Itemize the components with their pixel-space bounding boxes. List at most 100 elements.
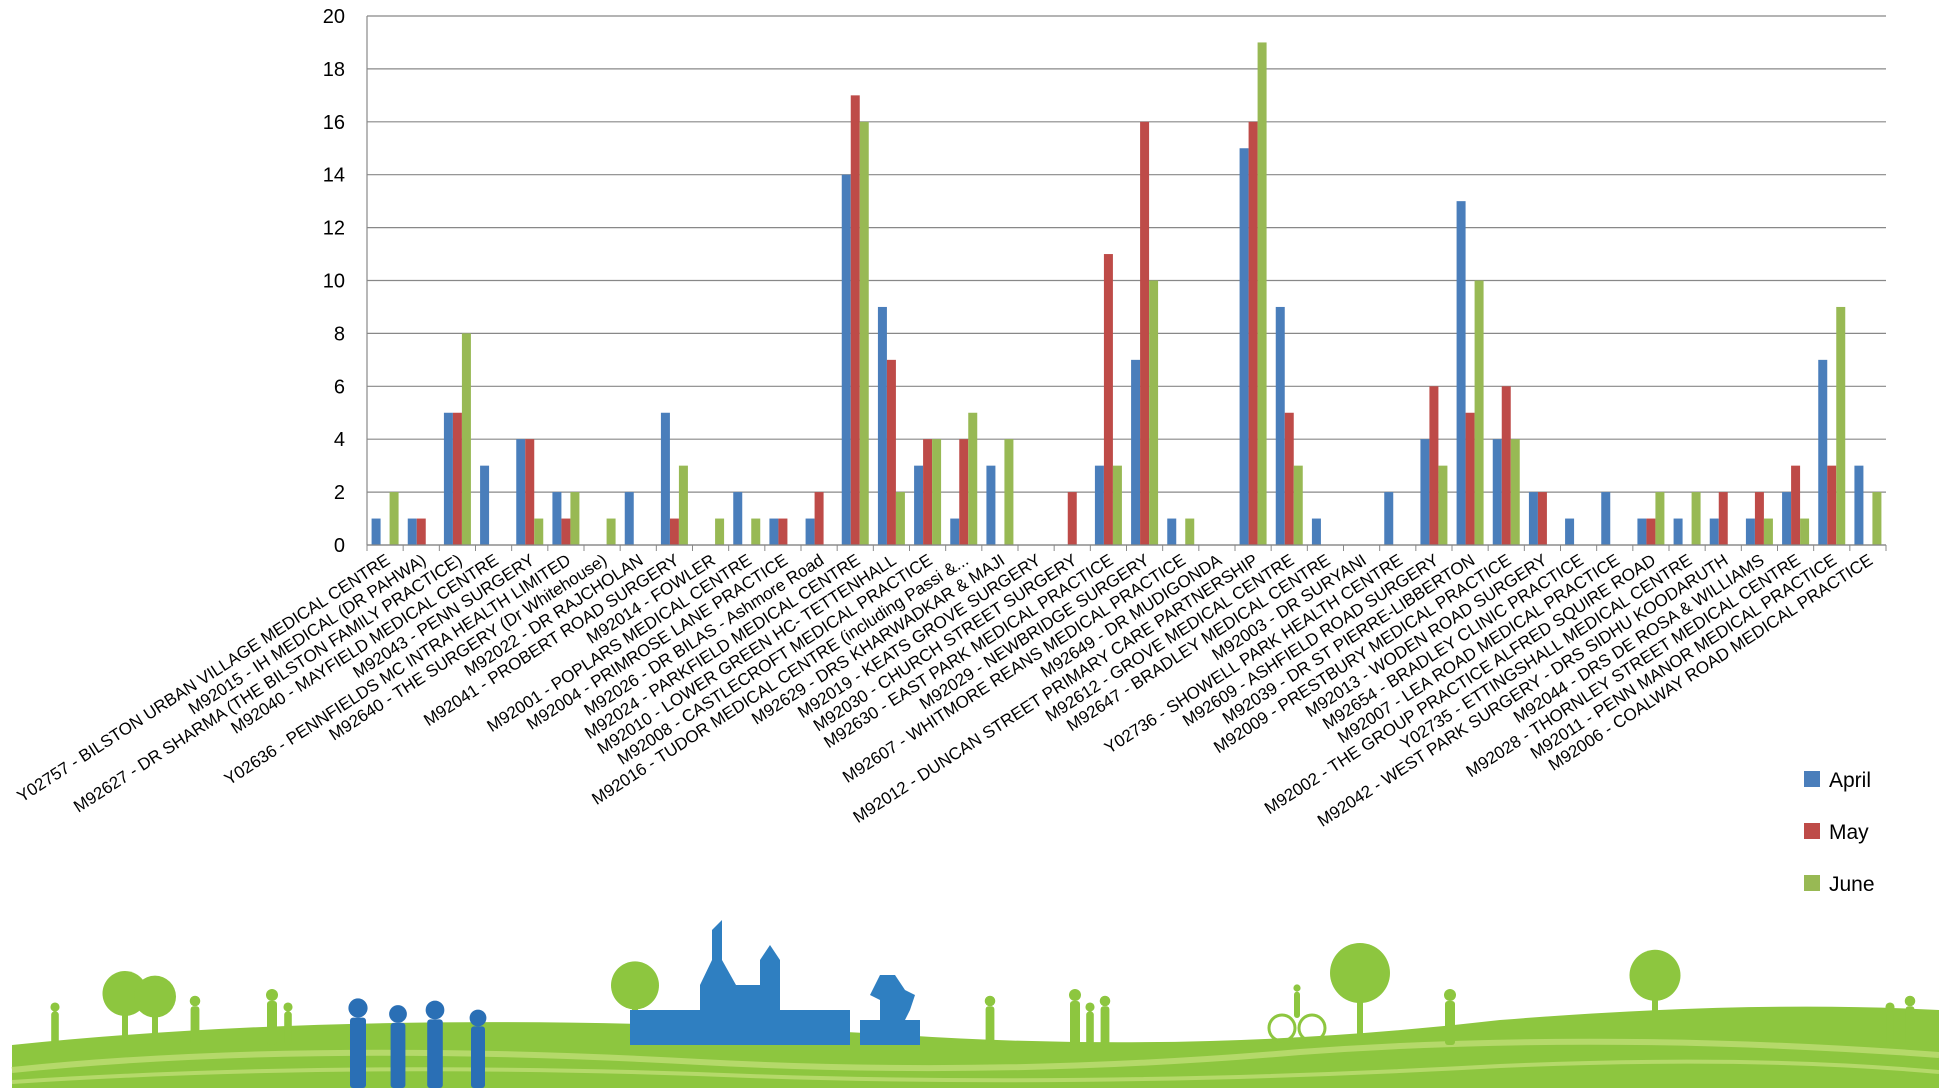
person-body (190, 1006, 200, 1045)
bar-april (1565, 518, 1575, 545)
bar-june (389, 492, 399, 545)
bar-april (1673, 518, 1683, 545)
cathedral-icon (630, 920, 850, 1045)
legend-swatch-april (1804, 771, 1820, 787)
bar-april (841, 174, 851, 545)
bar-april (1745, 518, 1755, 545)
y-axis: 0 2 4 6 8 10 12 14 16 18 20 (323, 6, 368, 557)
tree-icon (1629, 949, 1681, 1001)
bar-may (1718, 492, 1728, 545)
legend-swatch-may (1804, 823, 1820, 839)
y-tick-label: 18 (323, 59, 345, 81)
y-tick-label: 2 (334, 482, 345, 504)
person-icon (1085, 1002, 1095, 1012)
bar-june (606, 518, 616, 545)
bicycle-wheel-icon (1297, 1013, 1327, 1043)
bar-april (1601, 492, 1611, 545)
bar-june (1510, 439, 1520, 545)
person-body (390, 1022, 406, 1088)
bar-may (1791, 465, 1801, 545)
person-body (1086, 1011, 1094, 1045)
x-tick-label: Y02757 - BILSTON URBAN VILLAGE MEDICAL C… (14, 550, 394, 806)
landscape-banner (11, 920, 1939, 1088)
y-tick-label: 4 (334, 429, 345, 451)
grass-stripe (11, 1059, 1939, 1084)
bar-may (1465, 412, 1475, 545)
bar-may (1501, 386, 1511, 545)
bar-april (914, 465, 924, 545)
bar-may (1140, 121, 1150, 546)
bar-april (1818, 359, 1828, 545)
bar-april (1311, 518, 1321, 545)
bar-april (1239, 148, 1249, 545)
bar-may (778, 518, 788, 545)
bicycle-wheel-icon (1267, 1013, 1297, 1043)
statue-icon (860, 975, 920, 1045)
gridlines (367, 15, 1886, 546)
bar-may (1284, 412, 1294, 545)
bar-april (624, 492, 634, 545)
bar-april (1275, 306, 1285, 545)
y-tick-label: 8 (334, 323, 345, 345)
bars (371, 42, 1882, 546)
person-icon (1885, 1002, 1895, 1012)
bar-april (877, 306, 887, 545)
bar-april (1854, 465, 1864, 545)
legend-label-april: April (1829, 769, 1871, 792)
y-tick-label: 6 (334, 376, 345, 398)
person-body (1886, 1011, 1894, 1045)
tree-trunk (152, 1012, 158, 1040)
bar-june (1149, 280, 1159, 545)
bar-may (923, 439, 933, 545)
bar-june (534, 518, 544, 545)
bar-april (1167, 518, 1177, 545)
bar-april (950, 518, 960, 545)
person-body (985, 1006, 995, 1045)
legend: April May June (1804, 769, 1875, 896)
bar-june (895, 492, 905, 545)
bar-may (1103, 254, 1113, 546)
tree-icon (611, 961, 659, 1010)
bar-may (850, 95, 860, 545)
bar-april (1528, 492, 1538, 545)
bar-april (443, 412, 453, 545)
bar-may (1067, 492, 1077, 545)
person-icon (348, 998, 368, 1018)
bar-may (1248, 121, 1258, 546)
bar-april (769, 518, 779, 545)
bar-may (525, 439, 535, 545)
bar-june (1293, 465, 1303, 545)
bar-april (371, 518, 381, 545)
person-body (51, 1011, 59, 1045)
person-icon (50, 1002, 60, 1012)
bar-may (814, 492, 824, 545)
bar-june (1257, 42, 1267, 545)
bar-june (715, 518, 725, 545)
tree-trunk (122, 1010, 128, 1040)
bar-june (1655, 492, 1665, 545)
bar-april (1456, 201, 1466, 545)
bar-april (552, 492, 562, 545)
bar-april (660, 412, 670, 545)
person-body (1100, 1006, 1110, 1045)
bar-june (1763, 518, 1773, 545)
grass-stripe (11, 1038, 1939, 1073)
person-icon (283, 1002, 293, 1012)
person-icon (266, 989, 278, 1001)
y-tick-label: 14 (323, 165, 345, 187)
bar-june (1800, 518, 1810, 545)
bar-june (1112, 465, 1122, 545)
x-axis: Y02757 - BILSTON URBAN VILLAGE MEDICAL C… (14, 544, 1887, 831)
y-tick-label: 20 (323, 6, 345, 28)
bar-april (1094, 465, 1104, 545)
tree-trunk (1357, 995, 1363, 1035)
bar-may (886, 359, 896, 545)
tree-icon (1330, 943, 1390, 1003)
person-body (427, 1019, 443, 1088)
bar-may (959, 439, 969, 545)
person-icon (1099, 995, 1111, 1007)
bar-june (1836, 306, 1846, 545)
bar-june (1185, 518, 1195, 545)
y-tick-label: 12 (323, 218, 345, 240)
